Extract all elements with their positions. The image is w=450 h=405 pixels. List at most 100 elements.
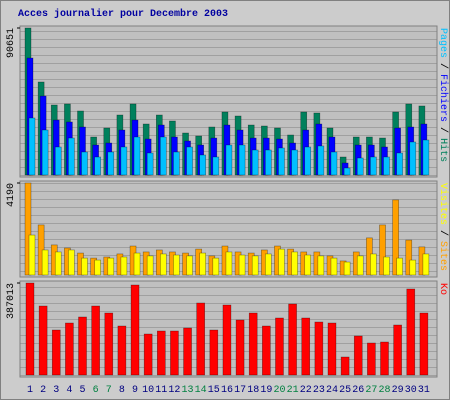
bar [199, 154, 206, 176]
bar [393, 324, 402, 376]
bar [330, 151, 338, 176]
x-tick-label: 19 [260, 385, 272, 396]
bar [251, 255, 259, 276]
x-tick-label: 12 [168, 385, 180, 396]
y-tick-label: 90651 [6, 28, 17, 58]
bar [170, 330, 179, 376]
bar [370, 253, 377, 276]
bar [262, 325, 271, 376]
x-tick-label: 17 [234, 385, 246, 396]
bar [291, 251, 298, 276]
bar [356, 157, 364, 176]
x-tick-label: 25 [339, 385, 351, 396]
bar [41, 129, 49, 176]
y-tick-label: 387013 [6, 283, 17, 319]
bar [330, 257, 338, 276]
x-tick-label: 11 [155, 385, 167, 396]
bar [196, 302, 205, 376]
x-tick-label: 23 [313, 385, 325, 396]
bar [94, 259, 101, 276]
bar [107, 151, 115, 176]
bar [275, 317, 284, 376]
bar [65, 322, 74, 376]
bar [278, 147, 285, 176]
bar [419, 312, 429, 376]
bar [422, 253, 430, 276]
bar [91, 305, 100, 376]
bar [343, 261, 351, 276]
bar [383, 256, 390, 276]
legend: Ko [437, 283, 448, 295]
bar [212, 156, 220, 176]
legend-entry: Visites [437, 183, 449, 225]
bar [54, 146, 62, 176]
bar [209, 329, 219, 376]
x-tick-label: 5 [80, 385, 86, 396]
bar [396, 257, 403, 276]
x-tick-label: 18 [247, 385, 259, 396]
bar [186, 255, 193, 276]
legend-entry: Ko [437, 283, 448, 295]
bar [235, 319, 245, 376]
legend-separator: / [437, 230, 449, 236]
legend-separator: / [437, 63, 449, 69]
bar [160, 253, 167, 276]
legend-separator: / [437, 127, 449, 133]
bar [238, 144, 246, 176]
bar [265, 253, 272, 276]
x-tick-label: 6 [93, 385, 99, 396]
x-tick-label: 16 [221, 385, 233, 396]
bar [160, 136, 167, 176]
x-tick-label: 1 [27, 385, 33, 396]
bar [278, 248, 285, 276]
bar [104, 312, 114, 376]
bar [380, 341, 389, 376]
bar [353, 335, 363, 376]
bar [370, 156, 377, 176]
bar [409, 141, 417, 176]
bar [117, 325, 127, 376]
bar [120, 146, 128, 176]
x-tick-label: 3 [53, 385, 59, 396]
x-tick-label: 20 [273, 385, 285, 396]
bar [28, 117, 36, 176]
x-tick-label: 15 [208, 385, 220, 396]
bar [81, 257, 88, 276]
bar [24, 182, 32, 276]
bar [304, 146, 312, 176]
chart-title: Acces journalier pour Decembre 2003 [18, 8, 228, 20]
bar [304, 254, 312, 276]
x-tick-label: 30 [405, 385, 417, 396]
bar [120, 256, 128, 276]
x-tick-label: 13 [182, 385, 194, 396]
bar [130, 284, 140, 376]
bar [183, 327, 192, 376]
bar [199, 252, 206, 276]
bar [406, 288, 416, 376]
bar [146, 255, 154, 276]
bar [173, 254, 180, 276]
bar [78, 316, 87, 376]
x-tick-label: 4 [66, 385, 72, 396]
bar [405, 239, 413, 276]
bar [28, 234, 36, 276]
legend-entry: Hits [437, 138, 449, 162]
bar [68, 137, 75, 176]
x-tick-label: 14 [195, 385, 207, 396]
bar [248, 312, 258, 376]
bar [81, 151, 88, 176]
bar [107, 257, 115, 276]
x-tick-label: 2 [40, 385, 46, 396]
x-tick-label: 28 [379, 385, 391, 396]
bar [225, 251, 233, 276]
bar [133, 252, 141, 276]
legend-entry: Sites [437, 241, 449, 271]
x-tick-label: 26 [352, 385, 364, 396]
bar [51, 329, 61, 376]
bar [379, 224, 386, 276]
bar [317, 145, 325, 176]
x-tick-label: 24 [326, 385, 338, 396]
bar [68, 249, 75, 276]
x-tick-label: 29 [392, 385, 404, 396]
